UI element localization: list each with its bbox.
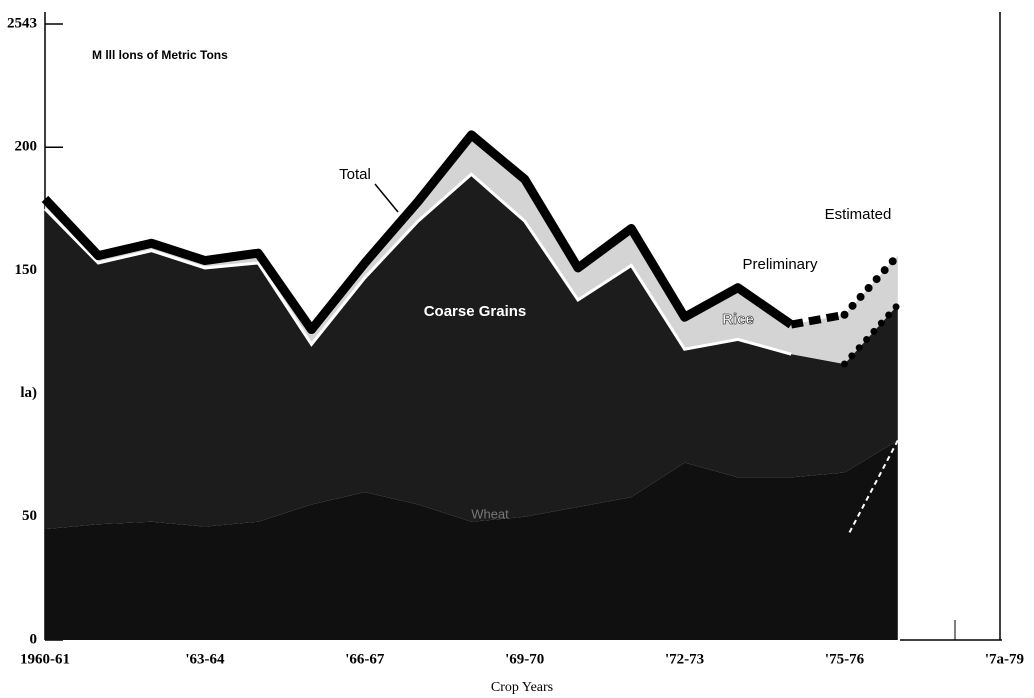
series-label: Wheat xyxy=(471,506,509,521)
y-tick-label: 200 xyxy=(15,139,38,155)
coarse-top-line xyxy=(43,172,792,356)
series-label: Coarse Grains xyxy=(424,303,527,320)
x-tick-label: '63-64 xyxy=(185,651,225,667)
coarse-estimated xyxy=(841,301,902,368)
annotation: Preliminary xyxy=(742,256,818,273)
x-tick-label: '72-73 xyxy=(665,651,704,667)
total-line xyxy=(41,130,794,335)
y-tick-label: 0 xyxy=(30,631,38,647)
area-0 xyxy=(45,440,898,640)
y-tick-label: la) xyxy=(20,385,37,401)
annotation: Total xyxy=(339,166,371,183)
total-preliminary xyxy=(790,310,846,329)
x-tick-label: '75-76 xyxy=(825,651,865,667)
area-2 xyxy=(45,134,898,365)
x-tick-label: '7a-79 xyxy=(985,651,1024,667)
series-label: Rice xyxy=(722,311,754,328)
x-tick-label: '66-67 xyxy=(345,651,385,667)
x-tick-label: 1960-61 xyxy=(20,651,70,667)
annotation: Estimated xyxy=(825,206,892,223)
y-tick-label: 2543 xyxy=(7,15,37,31)
x-axis-title: Crop Years xyxy=(491,680,553,695)
subtitle: M lll lons of Metric Tons xyxy=(92,48,228,62)
area-1 xyxy=(45,174,898,530)
y-tick-label: 150 xyxy=(15,262,38,278)
y-tick-label: 50 xyxy=(22,508,37,524)
annotation-leader xyxy=(374,183,399,213)
x-tick-label: '69-70 xyxy=(505,651,544,667)
total-estimated xyxy=(840,251,902,319)
